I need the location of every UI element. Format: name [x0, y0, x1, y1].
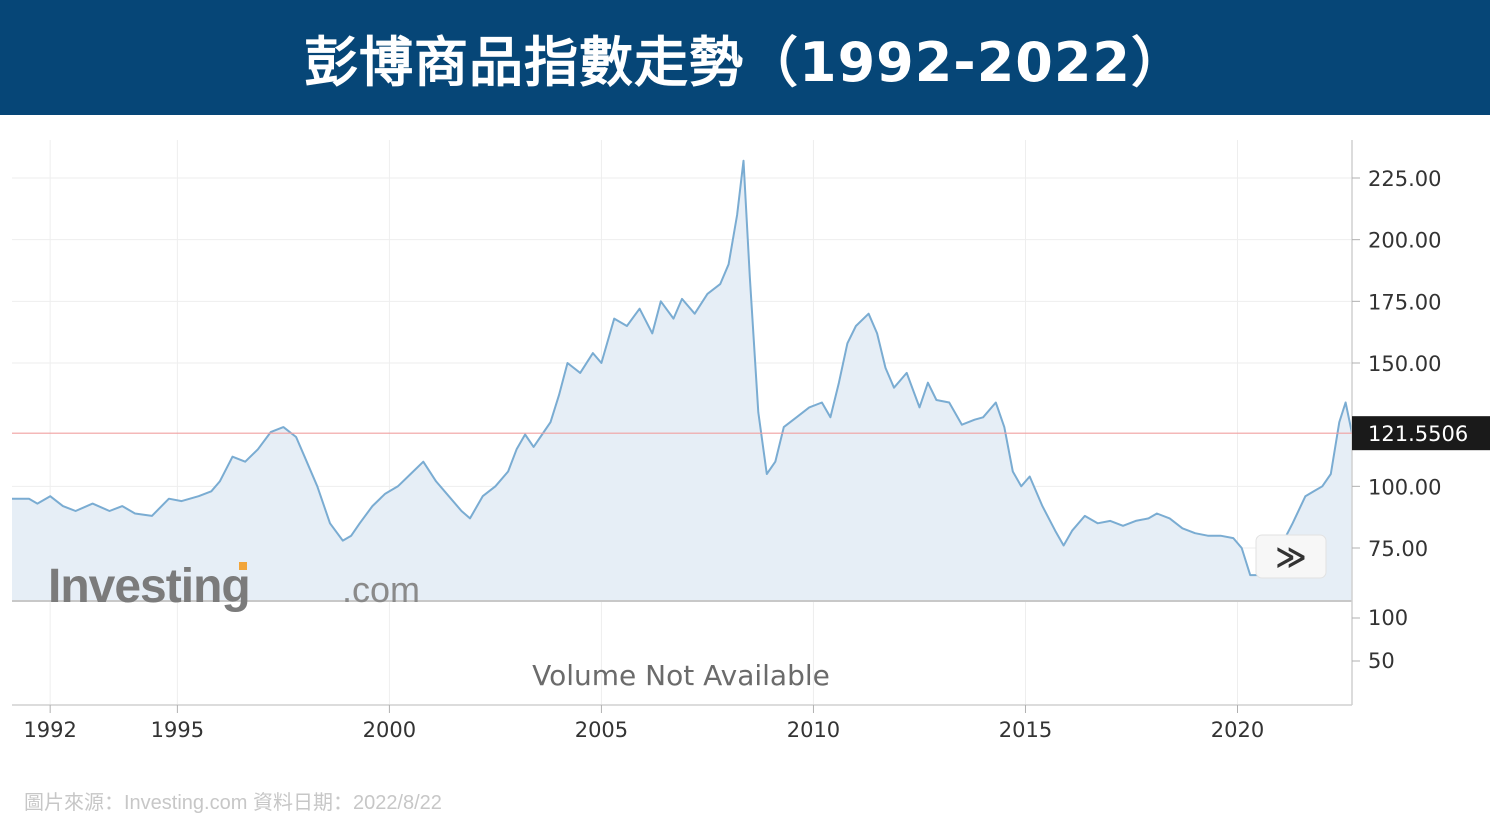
scroll-forward-button-bg[interactable] [1255, 534, 1327, 579]
double-chevron-right-icon[interactable]: ≫ [1275, 540, 1306, 575]
investing-watermark: Investing .com [48, 560, 420, 613]
volume-message: Volume Not Available [532, 659, 830, 692]
y-tick-label: 225.00 [1368, 167, 1441, 191]
x-tick-label: 2020 [1211, 718, 1264, 742]
x-tick-label: 1995 [151, 718, 204, 742]
y-tick-label: 200.00 [1368, 229, 1441, 253]
y-tick-label: 75.00 [1368, 537, 1428, 561]
price-area [12, 159, 1353, 601]
volume-tick-label: 100 [1368, 606, 1408, 630]
series-area-fill [12, 160, 1352, 601]
title-banner: 彭博商品指數走勢（1992-2022） [0, 0, 1490, 115]
x-tick-label: 1992 [23, 718, 76, 742]
commodity-index-chart: 225.00 200.00 175.00 150.00 100.00 75.00 1992… [12, 140, 1490, 742]
y-tick-label: 175.00 [1368, 290, 1441, 314]
current-value-badge [1352, 416, 1490, 451]
x-tick-label: 2000 [363, 718, 416, 742]
y-tick-label: 150.00 [1368, 352, 1441, 376]
current-value-label: 121.5506 [1368, 422, 1468, 446]
source-note: 圖片來源：Investing.com 資料日期：2022/8/22 [24, 792, 442, 814]
page-title: 彭博商品指數走勢（1992-2022） [304, 31, 1186, 94]
volume-tick-label: 50 [1368, 649, 1395, 673]
x-tick-label: 2010 [787, 718, 840, 742]
y-tick-label: 100.00 [1368, 475, 1441, 499]
series-line [12, 159, 1353, 577]
watermark-suffix: .com [342, 569, 420, 610]
x-tick-label: 2005 [575, 718, 628, 742]
watermark-dot [239, 562, 247, 570]
y-axis-ticks: 225.00 200.00 175.00 150.00 100.00 75.00 [1352, 167, 1441, 561]
x-tick-label: 2015 [999, 718, 1052, 742]
scroll-forward-button[interactable]: ≫ [1255, 534, 1327, 579]
x-axis-ticks: 1992 1995 2000 2005 2010 2015 2020 [23, 705, 1264, 742]
current-value-reference: 121.5506 [12, 416, 1490, 451]
watermark-brand: Investing [48, 560, 250, 613]
